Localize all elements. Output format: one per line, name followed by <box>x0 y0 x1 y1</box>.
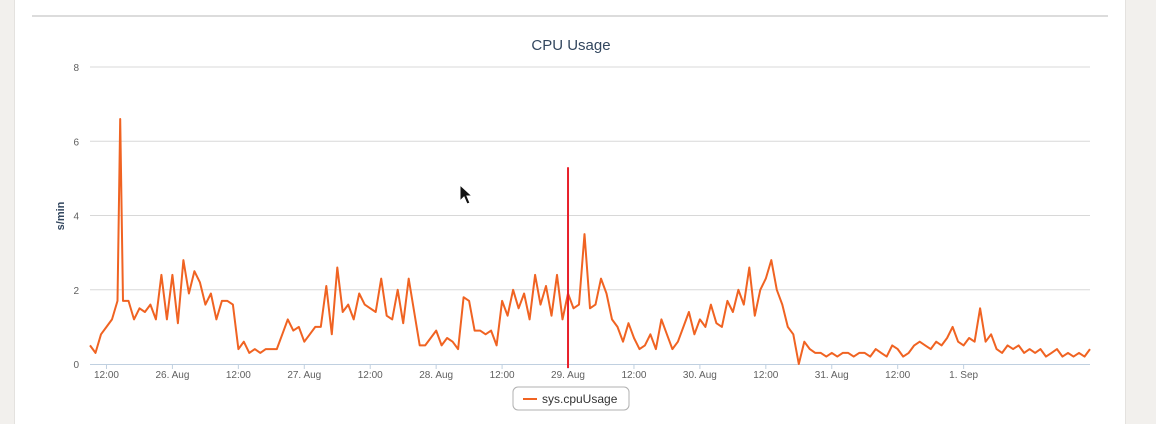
x-tick-label: 1. Sep <box>949 370 978 381</box>
section-divider <box>32 15 1108 17</box>
mouse-pointer-icon <box>459 184 474 205</box>
legend-box[interactable] <box>512 386 630 411</box>
y-tick-label: 2 <box>73 286 79 297</box>
dashboard-panel <box>14 0 1126 424</box>
x-tick-label: 28. Aug <box>419 370 453 381</box>
series-layer <box>89 118 1091 365</box>
grid-lines <box>90 66 1090 365</box>
x-tick-label: 12:00 <box>753 370 778 381</box>
x-axis-ticks: 12:00 26. Aug 12:00 27. Aug 12:00 28. Aug 12:0… <box>94 364 979 381</box>
chart-title: CPU Usage <box>531 37 610 54</box>
legend-series-label[interactable]: sys.cpuUsage <box>542 392 618 406</box>
y-tick-label: 6 <box>73 137 79 148</box>
x-tick-label: 12:00 <box>358 370 383 381</box>
y-tick-label: 0 <box>73 360 79 371</box>
x-tick-label: 12:00 <box>490 370 515 381</box>
x-tick-label: 27. Aug <box>287 370 321 381</box>
y-axis-ticks: 0 2 4 6 8 <box>73 63 79 371</box>
x-tick-label: 29. Aug <box>551 370 585 381</box>
x-tick-label: 12:00 <box>226 370 251 381</box>
x-tick-label: 31. Aug <box>815 370 849 381</box>
y-tick-label: 8 <box>73 63 79 74</box>
x-tick-label: 12:00 <box>94 370 119 381</box>
x-tick-label: 12:00 <box>621 370 646 381</box>
y-tick-label: 4 <box>73 212 79 223</box>
y-axis-label: s/min <box>55 201 67 230</box>
series-line-sys-cpuusage[interactable] <box>89 118 1091 365</box>
x-tick-label: 30. Aug <box>683 370 717 381</box>
x-tick-label: 12:00 <box>885 370 910 381</box>
x-tick-label: 26. Aug <box>155 370 189 381</box>
legend[interactable]: sys.cpuUsage <box>512 386 630 411</box>
